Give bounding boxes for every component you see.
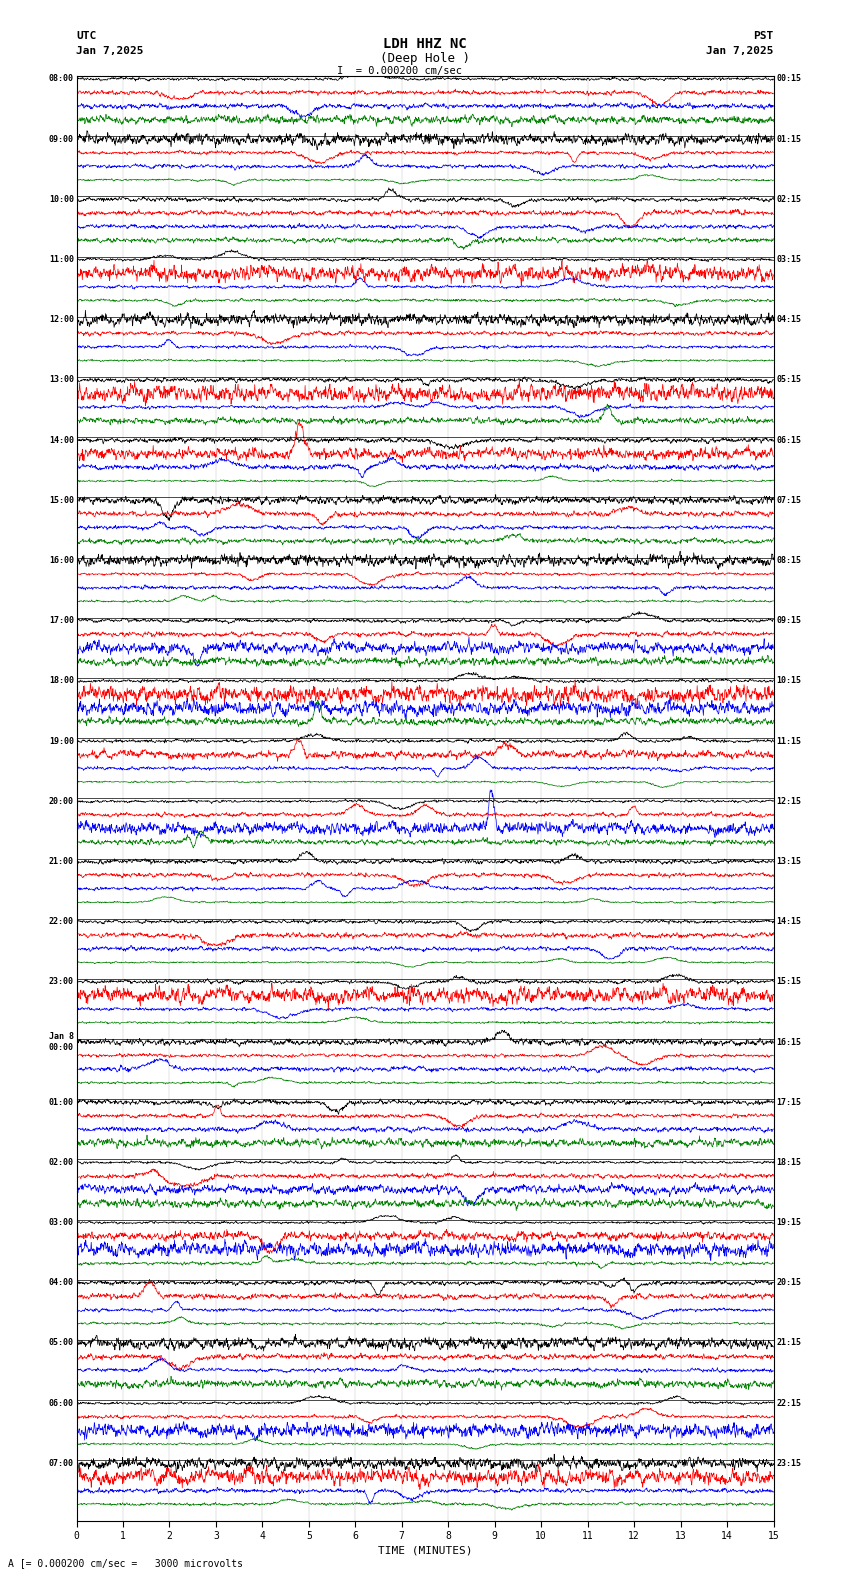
Text: 20:00: 20:00 [49,797,74,806]
Text: 19:15: 19:15 [776,1218,801,1228]
Text: 00:15: 00:15 [776,74,801,84]
Text: 03:15: 03:15 [776,255,801,265]
Text: 01:15: 01:15 [776,135,801,144]
Text: 21:00: 21:00 [49,857,74,866]
Text: 23:15: 23:15 [776,1459,801,1468]
Text: 09:15: 09:15 [776,616,801,626]
Text: 10:00: 10:00 [49,195,74,204]
Text: 11:00: 11:00 [49,255,74,265]
Text: 20:15: 20:15 [776,1278,801,1288]
Text: Jan 8
00:00: Jan 8 00:00 [49,1033,74,1052]
Text: 22:15: 22:15 [776,1399,801,1408]
Text: 08:00: 08:00 [49,74,74,84]
Text: Jan 7,2025: Jan 7,2025 [76,46,144,55]
Text: 10:15: 10:15 [776,676,801,686]
Text: 23:00: 23:00 [49,977,74,987]
Text: 17:15: 17:15 [776,1098,801,1107]
Text: 15:00: 15:00 [49,496,74,505]
Text: A [= 0.000200 cm/sec =   3000 microvolts: A [= 0.000200 cm/sec = 3000 microvolts [8,1559,243,1568]
Text: 04:00: 04:00 [49,1278,74,1288]
Text: LDH HHZ NC: LDH HHZ NC [383,38,467,51]
Text: UTC: UTC [76,32,97,41]
Text: 06:15: 06:15 [776,436,801,445]
Text: 16:00: 16:00 [49,556,74,565]
Text: 03:00: 03:00 [49,1218,74,1228]
Text: 18:00: 18:00 [49,676,74,686]
Text: 13:00: 13:00 [49,375,74,385]
Text: Jan 7,2025: Jan 7,2025 [706,46,774,55]
Text: 21:15: 21:15 [776,1338,801,1348]
Text: 07:15: 07:15 [776,496,801,505]
Text: PST: PST [753,32,774,41]
Text: 18:15: 18:15 [776,1158,801,1167]
Text: 19:00: 19:00 [49,737,74,746]
Text: 15:15: 15:15 [776,977,801,987]
Text: 02:15: 02:15 [776,195,801,204]
Text: 12:00: 12:00 [49,315,74,325]
Text: 08:15: 08:15 [776,556,801,565]
Text: 16:15: 16:15 [776,1038,801,1047]
Text: (Deep Hole ): (Deep Hole ) [380,52,470,65]
Text: 07:00: 07:00 [49,1459,74,1468]
Text: 06:00: 06:00 [49,1399,74,1408]
X-axis label: TIME (MINUTES): TIME (MINUTES) [377,1546,473,1555]
Text: 05:00: 05:00 [49,1338,74,1348]
Text: 05:15: 05:15 [776,375,801,385]
Text: 02:00: 02:00 [49,1158,74,1167]
Text: 14:15: 14:15 [776,917,801,927]
Text: 14:00: 14:00 [49,436,74,445]
Text: 11:15: 11:15 [776,737,801,746]
Text: 12:15: 12:15 [776,797,801,806]
Text: I  = 0.000200 cm/sec: I = 0.000200 cm/sec [337,67,462,76]
Text: 17:00: 17:00 [49,616,74,626]
Text: 13:15: 13:15 [776,857,801,866]
Text: 22:00: 22:00 [49,917,74,927]
Text: 09:00: 09:00 [49,135,74,144]
Text: 04:15: 04:15 [776,315,801,325]
Text: 01:00: 01:00 [49,1098,74,1107]
